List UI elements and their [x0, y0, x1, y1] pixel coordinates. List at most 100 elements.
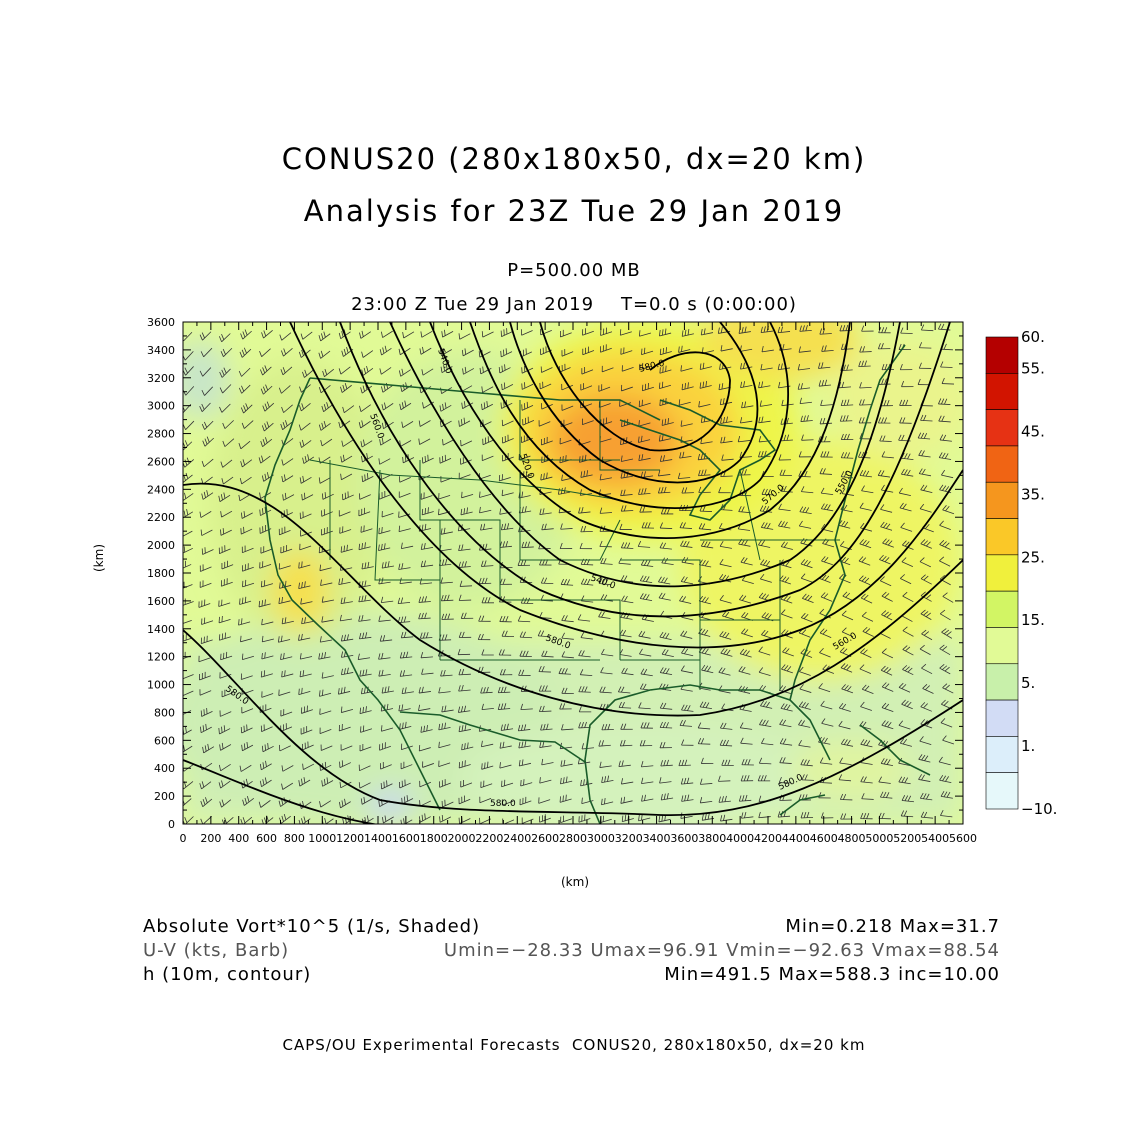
wind-barb — [841, 348, 854, 350]
wind-barb-feather — [618, 760, 621, 767]
wind-barb-feather — [261, 475, 264, 482]
wind-barb-feather — [404, 400, 407, 407]
wind-barb-feather — [260, 581, 263, 588]
wind-barb-feather — [541, 666, 545, 672]
wind-barb — [799, 525, 812, 529]
wind-barb-feather — [861, 557, 867, 563]
wind-barb-feather — [700, 328, 703, 336]
wind-barb-feather — [478, 577, 482, 584]
wind-barb-feather — [323, 420, 327, 427]
wind-barb-feather — [921, 774, 925, 781]
wind-barb-feather — [364, 474, 366, 481]
wind-barb-feather — [777, 363, 780, 370]
wind-barb-feather — [422, 346, 424, 353]
wind-barb-feather — [240, 635, 242, 642]
wind-barb — [359, 765, 371, 772]
wind-barb — [881, 652, 894, 659]
wind-barb — [938, 420, 951, 423]
wind-barb-feather — [424, 508, 427, 515]
wind-barb-feather — [199, 334, 203, 341]
wind-barb-feather — [900, 574, 905, 579]
wind-barb-feather — [381, 437, 384, 444]
wind-barb-feather — [861, 576, 867, 582]
wind-barb-feather — [706, 541, 711, 548]
wind-barb-feather — [704, 648, 709, 654]
wind-barb-feather — [939, 434, 944, 441]
wind-barb-feather — [744, 401, 747, 408]
wind-barb — [720, 475, 733, 477]
wind-barb-feather — [941, 699, 946, 705]
wind-barb-feather — [941, 415, 945, 422]
wind-barb — [360, 728, 373, 733]
wind-barb-feather — [823, 451, 827, 458]
wind-barb — [560, 332, 572, 338]
wind-barb-feather — [761, 416, 764, 423]
wind-barb-feather — [521, 491, 524, 498]
wind-barb-feather — [718, 775, 721, 782]
wind-barb-feather — [443, 527, 446, 534]
wind-barb-feather — [944, 398, 948, 405]
wind-barb-feather — [346, 667, 349, 674]
wind-barb-feather — [783, 665, 789, 671]
x-tick-label: 2800 — [559, 832, 587, 845]
wind-barb-feather — [840, 663, 846, 669]
wind-barb-feather — [184, 440, 188, 447]
wind-barb — [422, 763, 434, 768]
wind-barb — [660, 764, 673, 767]
wind-barb-feather — [603, 798, 606, 805]
wind-barb — [622, 366, 634, 372]
wind-barb — [341, 384, 352, 393]
wind-barb — [301, 709, 313, 714]
wind-barb — [422, 368, 434, 376]
wind-barb-feather — [820, 503, 825, 509]
wind-barb — [183, 690, 194, 696]
pressure-level-label: P=500.00 MB — [507, 260, 641, 281]
wind-barb-feather — [423, 543, 426, 550]
wind-barb — [241, 384, 251, 394]
colorbar-label: −10. — [1021, 800, 1057, 818]
wind-barb — [858, 560, 871, 566]
wind-barb-feather — [381, 404, 384, 411]
wind-barb — [939, 439, 952, 442]
wind-barb-feather — [845, 415, 849, 422]
wind-barb-feather — [238, 370, 242, 377]
wind-barb-feather — [541, 650, 545, 657]
wind-barb-feather — [942, 775, 947, 782]
wind-barb-feather — [659, 721, 663, 728]
wind-barb-feather — [537, 630, 542, 637]
wind-barb-feather — [819, 628, 825, 634]
wind-barb — [598, 744, 611, 747]
wind-barb-feather — [340, 635, 343, 642]
wind-barb — [861, 798, 874, 800]
wind-barb-feather — [440, 528, 443, 535]
x-tick-label: 2000 — [448, 832, 476, 845]
wind-barb-feather — [499, 669, 503, 675]
wind-barb-feather — [641, 488, 644, 495]
wind-barb — [740, 348, 753, 352]
wind-barb-feather — [538, 685, 542, 692]
wind-barb-feather — [478, 615, 482, 622]
wind-barb-feather — [842, 591, 848, 597]
x-tick-label: 2600 — [531, 832, 559, 845]
wind-barb-feather — [481, 703, 484, 710]
wind-barb — [420, 347, 432, 355]
wind-barb-feather — [419, 348, 422, 355]
wind-barb — [598, 616, 611, 619]
wind-barb-feather — [802, 325, 805, 332]
wind-barb-feather — [419, 578, 423, 585]
y-tick-label: 400 — [154, 762, 175, 775]
wind-barb-feather — [798, 470, 802, 477]
wind-barb-feather — [364, 580, 367, 587]
wind-barb-feather — [901, 795, 906, 801]
wind-barb-feather — [720, 648, 725, 654]
wind-barb-feather — [878, 776, 882, 783]
wind-barb-feather — [521, 741, 524, 748]
wind-barb-feather — [201, 403, 205, 410]
x-tick-label: 3400 — [643, 832, 671, 845]
wind-barb-feather — [761, 593, 767, 599]
wind-barb — [339, 726, 351, 732]
wind-barb-feather — [858, 556, 864, 562]
wind-barb-feather — [343, 348, 347, 355]
wind-barb — [461, 493, 474, 499]
wind-barb-feather — [421, 508, 424, 515]
